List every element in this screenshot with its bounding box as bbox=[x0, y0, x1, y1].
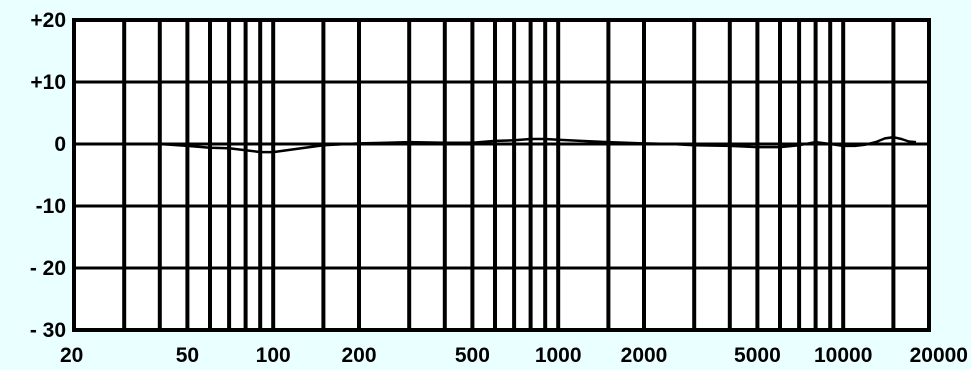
plot-area bbox=[74, 20, 929, 330]
y-tick-labels: +20 +10 0 -10 - 20 - 30 bbox=[30, 9, 66, 342]
response-curve-layer bbox=[159, 135, 917, 154]
x-tick-label: 200 bbox=[341, 344, 376, 367]
y-tick-label: - 20 bbox=[30, 257, 66, 280]
y-tick-label: - 30 bbox=[30, 319, 66, 342]
x-tick-label: 500 bbox=[455, 344, 490, 367]
horizontal-grid bbox=[74, 80, 929, 270]
x-tick-label: 1000 bbox=[535, 344, 582, 367]
y-tick-label: +20 bbox=[30, 9, 66, 32]
x-tick-label: 20 bbox=[60, 344, 83, 367]
y-tick-label: 0 bbox=[54, 133, 66, 156]
x-tick-label: 5000 bbox=[734, 344, 781, 367]
y-tick-label: +10 bbox=[30, 71, 66, 94]
response-curve bbox=[159, 135, 917, 154]
x-tick-labels: 20 50 100 200 500 1000 2000 5000 10000 20000 bbox=[60, 344, 968, 367]
y-tick-label: -10 bbox=[36, 195, 66, 218]
x-tick-label: 10000 bbox=[814, 344, 872, 367]
x-tick-label: 100 bbox=[256, 344, 291, 367]
x-tick-label: 20000 bbox=[910, 344, 968, 367]
x-tick-label: 2000 bbox=[621, 344, 668, 367]
plot-frame bbox=[72, 18, 931, 332]
x-tick-label: 50 bbox=[176, 344, 199, 367]
vertical-grid bbox=[122, 20, 896, 330]
